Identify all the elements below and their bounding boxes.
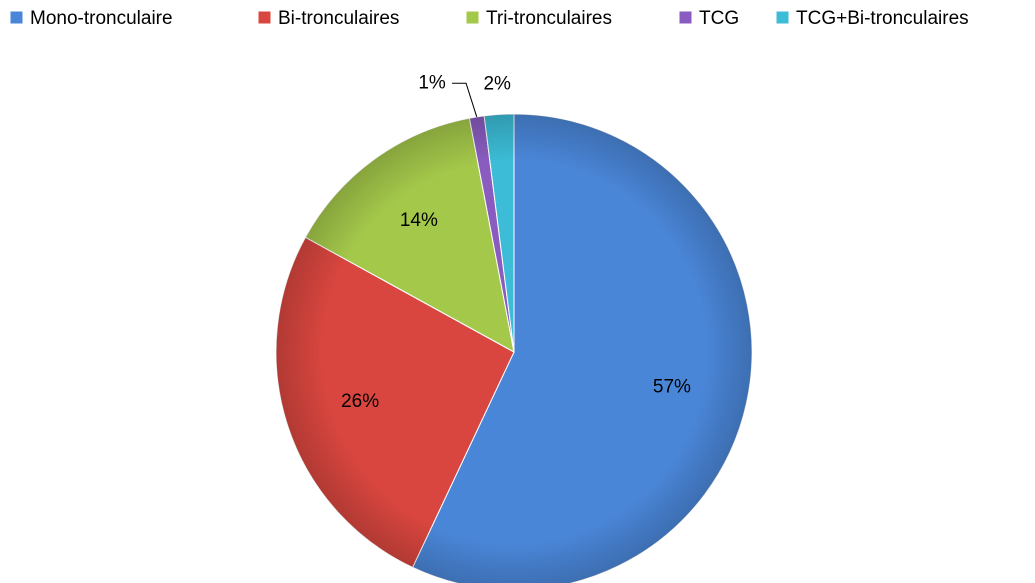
legend-swatch — [9, 10, 24, 25]
legend-label: Mono-tronculaire — [30, 8, 173, 29]
data-label: 2% — [483, 74, 511, 95]
legend-swatch — [257, 10, 272, 25]
data-label: 57% — [653, 376, 691, 397]
legend-label: Tri-tronculaires — [486, 8, 612, 29]
leader-line — [452, 82, 478, 118]
legend-label: TCG — [699, 8, 739, 29]
data-label: 26% — [341, 391, 379, 412]
legend-label: Bi-tronculaires — [278, 8, 399, 29]
legend-swatch — [678, 10, 693, 25]
legend-swatch — [775, 10, 790, 25]
legend-swatch — [465, 10, 480, 25]
data-label: 14% — [400, 210, 438, 231]
data-label: 1% — [418, 72, 446, 93]
legend-label: TCG+Bi-tronculaires — [796, 8, 969, 29]
